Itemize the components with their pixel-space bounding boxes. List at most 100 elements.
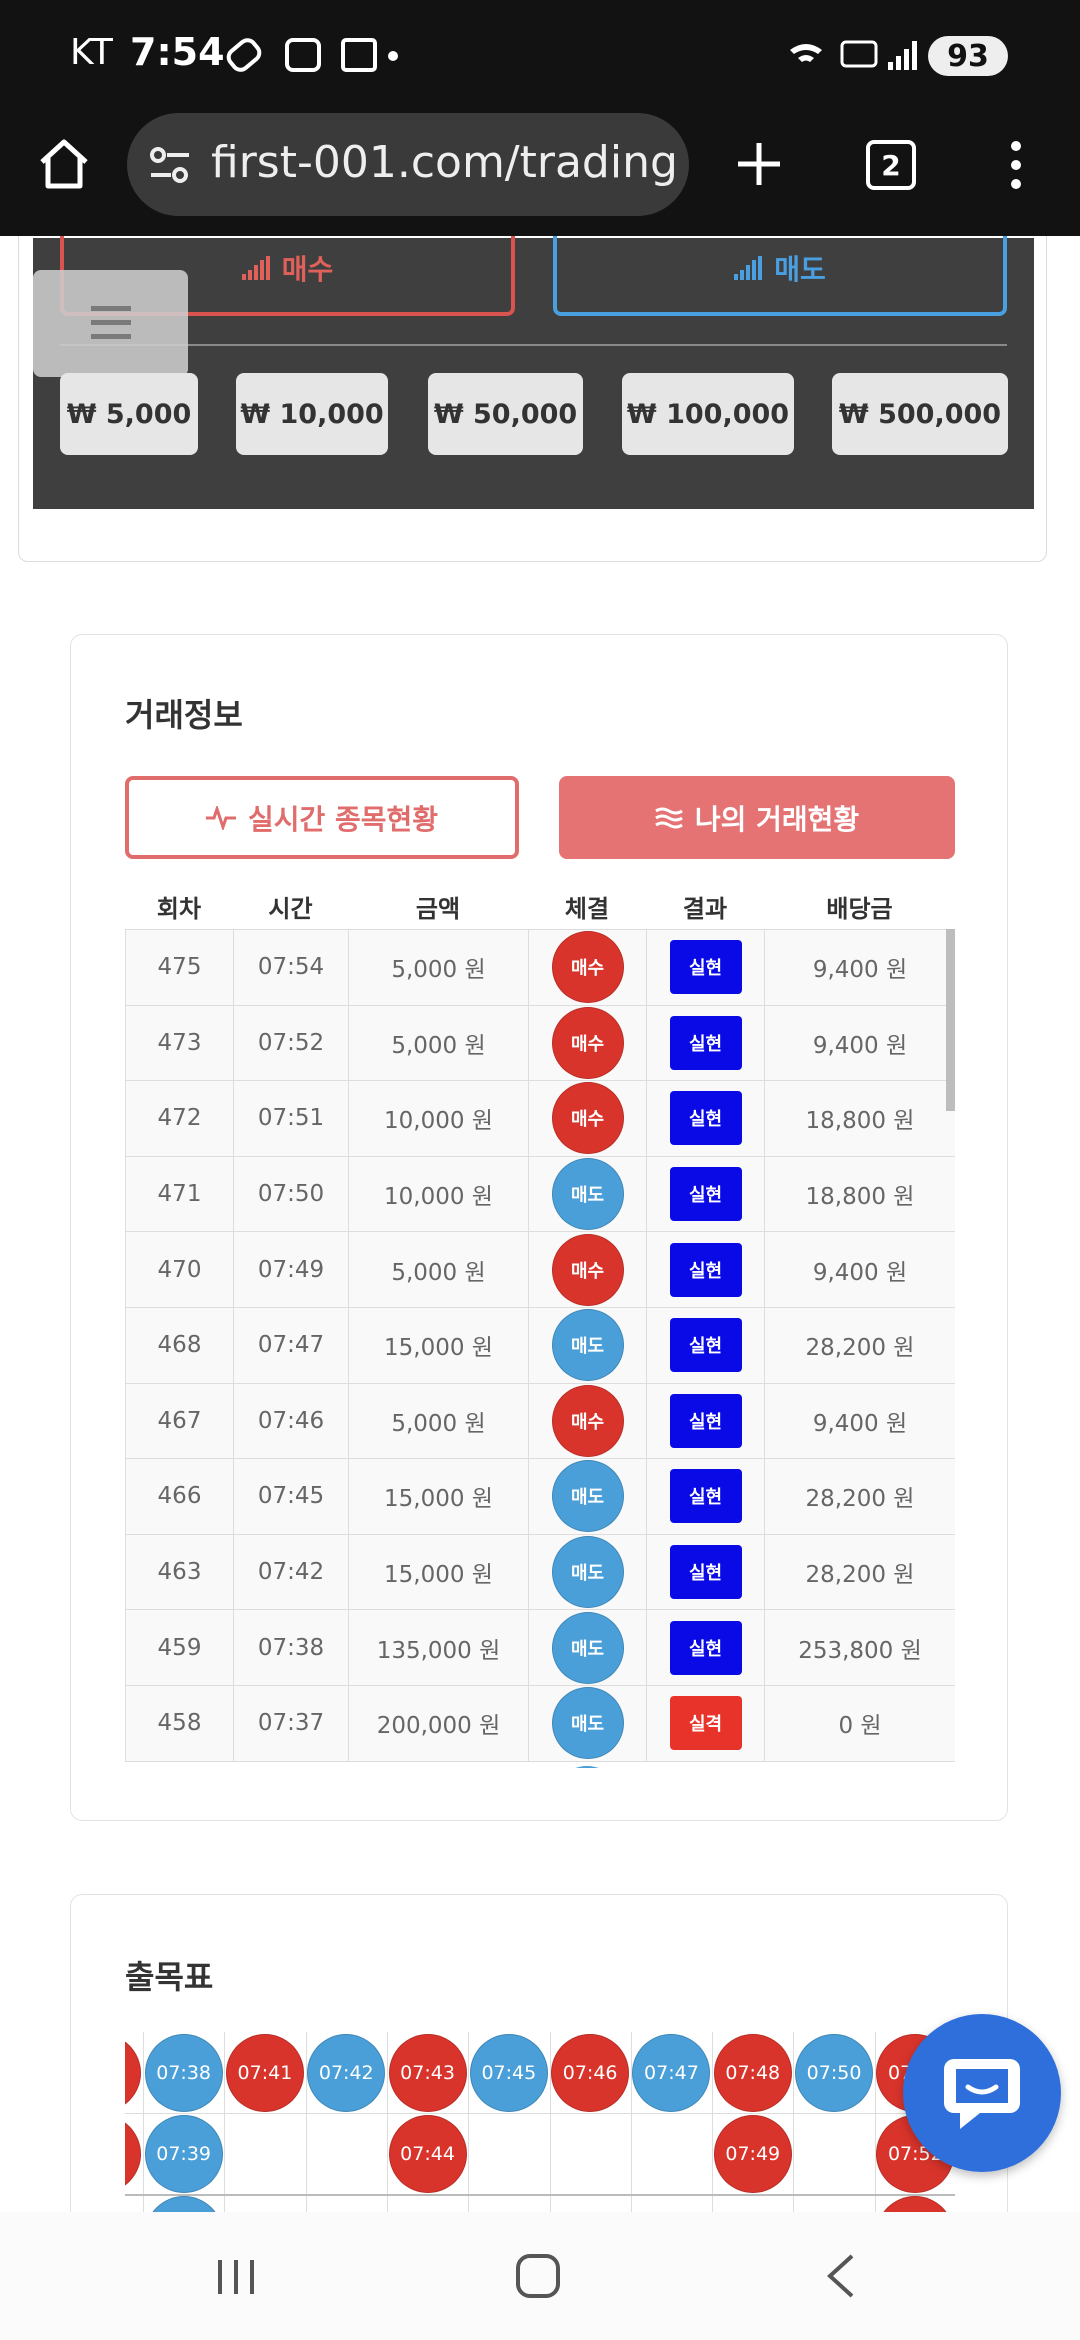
amount-button[interactable]: ₩ 50,000 [428,373,583,455]
cell-text: 07:51 [257,1105,325,1132]
cell-text: 07:54 [257,954,325,981]
table-cell: 18,800 원 [764,1156,955,1232]
result-circle: 07:47 [632,2033,711,2112]
grid-line [224,2032,226,2212]
site-settings-icon[interactable] [149,145,191,185]
table-cell: 475 [125,930,233,1005]
column-header: 결과 [682,894,728,923]
new-tab-icon[interactable] [736,141,782,187]
side-badge: 매수 [551,1006,624,1079]
cell-text: 470 [157,1256,202,1283]
table-cell: 28,200 원 [764,1459,955,1534]
result-circle: 07:41 [225,2033,304,2112]
grid-line [125,2113,955,2114]
result-circle: 07:46 [551,2033,630,2112]
result-circle-partial [144,2195,223,2212]
amount-button[interactable]: ₩ 10,000 [236,373,388,455]
grid-line [386,2032,388,2212]
cell-text: 5,000 원 [391,1410,486,1437]
cell-text: 9,400 원 [812,1259,908,1286]
table-cell: 실현 [646,1156,764,1232]
cell-text: 458 [157,1710,202,1737]
table-cell: 10,000 원 [348,1081,528,1156]
table-cell: 9,400 원 [764,1383,955,1459]
table-cell: 매도 [528,1308,646,1383]
table-cell: 실현 [646,930,764,1005]
side-badge: 매도 [551,1611,624,1684]
table-cell: 9,400 원 [764,930,955,1005]
table-cell: 459 [125,1610,233,1685]
table-cell: 463 [125,1534,233,1610]
table-row: 467 07:46 5,000 원 매수 실현 9,400 원 [125,1383,955,1460]
table-cell: 07:46 [233,1383,348,1459]
amount-button[interactable]: ₩ 500,000 [832,373,1008,455]
table-cell: 매수 [528,1383,646,1459]
cell-text: 9,400 원 [812,1032,908,1059]
result-badge: 실현 [669,1242,742,1297]
battery: 93 [928,36,1008,76]
trade-table: 475 07:54 5,000 원 매수 실현 9,400 원 473 07:52 5,000 … [125,929,955,1768]
cell-text: 07:49 [257,1256,325,1283]
cell-text: 18,800 원 [805,1184,915,1211]
cell-text: 07:38 [257,1634,325,1661]
amount-button[interactable]: ₩ 5,000 [60,373,198,455]
cell-text: 463 [157,1559,202,1586]
table-cell: 15,000 원 [348,1459,528,1534]
table-cell: 실현 [646,1232,764,1307]
tab-mine[interactable]: 나의 거래현황 [559,776,955,859]
cell-text: 18,800 원 [805,1108,915,1135]
result-circle-partial [125,2114,142,2193]
result-badge: 실현 [669,1469,742,1524]
side-badge: 매도 [551,1687,624,1760]
menu-icon[interactable] [1006,140,1026,190]
table-cell: 0 원 [764,1686,955,1761]
url-bar[interactable]: first-001.com/trading [127,113,689,216]
result-circle: 07:43 [388,2033,467,2112]
cell-text: 07:45 [257,1483,325,1510]
tab-count[interactable]: 2 [866,140,916,190]
side-badge: 매도 [551,1309,624,1382]
status-icons [226,38,398,72]
table-cell: 200,000 원 [348,1686,528,1761]
table-cell: 467 [125,1383,233,1459]
result-badge: 실현 [669,1318,742,1373]
cell-text: 200,000 원 [376,1713,501,1740]
wave-icon [655,807,683,828]
side-badge: 매도 [551,1158,624,1231]
amount-button[interactable]: ₩ 100,000 [622,373,794,455]
cell-text: 15,000 원 [384,1562,493,1589]
cell-text: 07:47 [257,1332,325,1359]
table-cell: 10,000 원 [348,1156,528,1232]
table-row: 472 07:51 10,000 원 매수 실현 18,800 원 [125,1081,955,1157]
result-circle: 07:45 [469,2033,548,2112]
menu-button[interactable] [33,270,188,377]
result-badge: 실현 [669,1167,742,1222]
chat-button[interactable] [903,2014,1061,2172]
tab-live[interactable]: 실시간 종목현황 [125,776,519,859]
cell-text: 07:50 [257,1181,325,1208]
table-cell: 5,000 원 [348,1232,528,1307]
cell-text: 5,000 원 [391,1032,486,1059]
cell-text: 07:42 [257,1559,325,1586]
table-cell: 실현 [646,1383,764,1459]
network-icons [790,40,917,70]
table-cell: 135,000 원 [348,1610,528,1685]
side-badge: 매수 [551,931,624,1004]
cell-text: 0 원 [838,1713,882,1740]
table-cell: 07:49 [233,1232,348,1307]
cell-text: 07:52 [257,1029,325,1056]
grid-line [874,2032,876,2212]
cell-text: 28,200 원 [805,1486,915,1513]
cell-text: 475 [157,954,202,981]
result-badge: 실격 [669,1696,742,1751]
table-cell: 253,800 원 [764,1610,955,1685]
table-cell: 07:50 [233,1156,348,1232]
section-title: 거래정보 [125,696,243,734]
table-cell: 468 [125,1308,233,1383]
cell-text: 471 [157,1181,202,1208]
home-icon[interactable] [38,138,90,190]
table-cell: 매도 [528,1610,646,1685]
cell-text: 466 [157,1483,202,1510]
table-cell: 28,200 원 [764,1534,955,1610]
